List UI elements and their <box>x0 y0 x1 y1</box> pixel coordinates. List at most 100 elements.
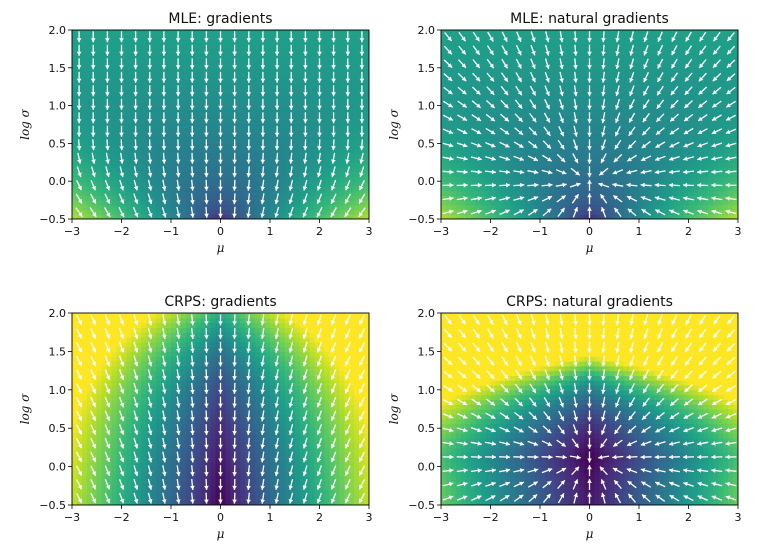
gradient-arrow <box>105 71 110 83</box>
gradient-arrow <box>232 410 237 422</box>
gradient-arrow <box>670 356 678 366</box>
gradient-arrow <box>274 139 280 151</box>
gradient-arrow <box>671 328 678 339</box>
gradient-arrow <box>90 85 96 97</box>
gradient-arrow <box>288 166 294 178</box>
gradient-arrow <box>571 466 580 476</box>
gradient-arrow <box>176 396 181 408</box>
gradient-arrow <box>527 196 539 202</box>
gradient-arrow <box>76 451 83 463</box>
gradient-arrow <box>699 314 707 325</box>
y-tick-label: 0.5 <box>418 422 436 435</box>
x-tick-label: −1 <box>532 511 548 524</box>
gradient-arrow <box>189 112 195 124</box>
gradient-arrow <box>133 152 139 164</box>
gradient-arrow <box>260 112 266 124</box>
gradient-arrow <box>628 411 636 421</box>
gradient-arrow <box>330 383 337 394</box>
y-tick-label: 0.0 <box>418 461 436 474</box>
gradient-arrow <box>471 370 481 379</box>
gradient-arrow <box>274 465 279 477</box>
gradient-arrow <box>587 98 592 110</box>
gradient-arrow <box>316 492 323 504</box>
gradient-arrow <box>104 410 111 422</box>
gradient-arrow <box>472 328 481 339</box>
gradient-arrow <box>260 85 266 97</box>
gradient-arrow <box>175 139 181 151</box>
gradient-arrow <box>260 369 265 381</box>
gradient-arrow <box>558 98 564 110</box>
gradient-arrow <box>246 410 251 422</box>
gradient-arrow <box>246 341 251 353</box>
gradient-arrow <box>559 44 564 56</box>
gradient-arrow <box>218 125 223 137</box>
gradient-arrow <box>344 492 351 504</box>
gradient-arrow <box>529 85 537 96</box>
gradient-arrow <box>501 314 508 326</box>
gradient-arrow <box>587 492 592 504</box>
gradient-arrow <box>316 179 322 191</box>
gradient-arrow <box>232 396 237 408</box>
gradient-arrow <box>76 71 82 83</box>
gradient-arrow <box>573 125 578 137</box>
gradient-arrow <box>500 72 509 83</box>
gradient-arrow <box>105 31 110 43</box>
gradient-arrow <box>246 355 251 367</box>
gradient-arrow <box>471 384 482 393</box>
gradient-arrow <box>711 114 722 122</box>
gradient-arrow <box>683 142 694 148</box>
gradient-arrow <box>90 31 96 43</box>
gradient-arrow <box>190 424 195 436</box>
gradient-arrow <box>246 478 251 490</box>
y-tick-label: −0.5 <box>39 499 66 512</box>
gradient-arrow <box>302 193 308 205</box>
gradient-arrow <box>456 413 468 419</box>
gradient-arrow <box>485 127 496 135</box>
gradient-arrow <box>161 44 167 56</box>
gradient-arrow <box>105 125 110 137</box>
gradient-arrow <box>118 492 125 504</box>
gradient-arrow <box>559 369 564 381</box>
gradient-arrow <box>529 99 537 110</box>
gradient-arrow <box>628 126 636 137</box>
gradient-arrow <box>557 479 566 490</box>
gradient-arrow <box>587 465 592 477</box>
gradient-arrow <box>642 383 650 394</box>
gradient-arrow <box>76 328 83 339</box>
gradient-arrow <box>470 142 482 148</box>
gradient-arrow <box>274 341 279 353</box>
gradient-arrow <box>288 125 294 137</box>
gradient-arrow <box>697 182 709 188</box>
gradient-arrow <box>176 437 181 449</box>
gradient-arrow <box>725 384 736 392</box>
gradient-arrow <box>147 58 153 70</box>
gradient-arrow <box>104 396 111 408</box>
gradient-arrow <box>189 98 195 110</box>
gradient-arrow <box>711 156 723 161</box>
gradient-arrow <box>712 31 721 42</box>
x-tick-label: 2 <box>685 511 692 524</box>
gradient-arrow <box>683 127 694 135</box>
gradient-arrow <box>331 139 336 151</box>
gradient-arrow <box>470 481 482 487</box>
gradient-arrow <box>669 141 680 148</box>
gradient-arrow <box>615 383 621 394</box>
gradient-arrow <box>161 125 167 137</box>
gradient-arrow <box>587 410 592 422</box>
gradient-arrow <box>499 169 511 175</box>
gradient-arrow <box>161 166 167 178</box>
gradient-arrow <box>601 31 606 43</box>
gradient-arrow <box>260 396 265 408</box>
gradient-arrow <box>641 494 651 503</box>
gradient-arrow <box>218 112 223 124</box>
y-axis-label: log σ <box>387 393 401 425</box>
gradient-arrow <box>626 169 638 175</box>
gradient-arrow <box>629 31 634 43</box>
gradient-arrow <box>655 127 665 136</box>
gradient-arrow <box>218 382 223 394</box>
gradient-arrow <box>76 180 82 191</box>
gradient-arrow <box>76 438 83 449</box>
gradient-arrow <box>601 139 607 151</box>
x-tick-label: 3 <box>735 225 742 238</box>
gradient-arrow <box>711 209 723 215</box>
